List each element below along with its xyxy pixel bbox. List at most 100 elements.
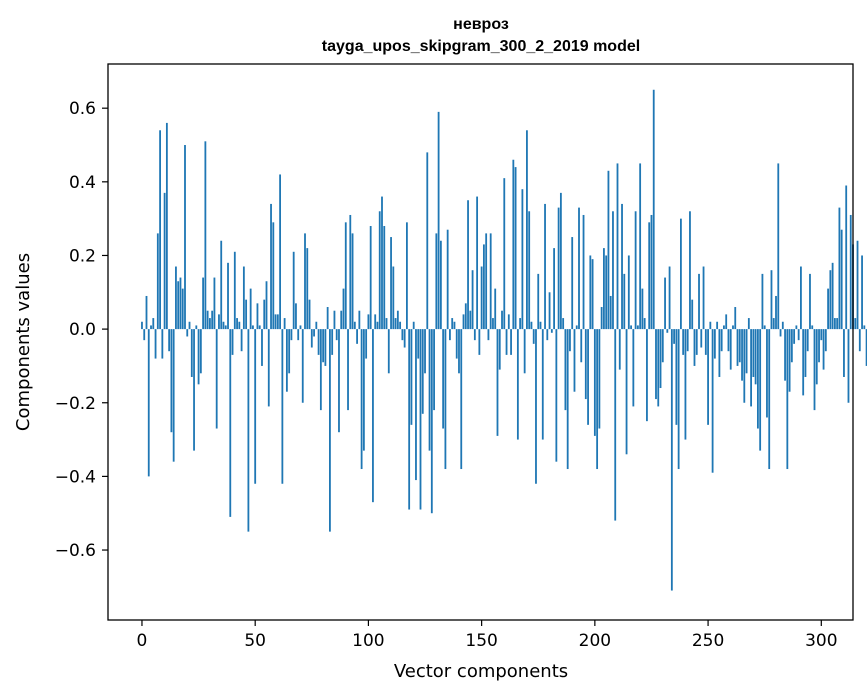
- bar: [820, 329, 823, 341]
- bar: [621, 203, 623, 330]
- bar: [460, 329, 463, 470]
- bar: [338, 329, 340, 433]
- bar: [711, 329, 714, 473]
- bar: [360, 329, 363, 470]
- bar: [333, 310, 336, 330]
- bar: [480, 266, 483, 330]
- bar: [643, 318, 646, 330]
- bar: [686, 329, 689, 352]
- bar: [240, 329, 243, 352]
- bar: [756, 329, 759, 429]
- bar: [775, 295, 777, 330]
- bar: [276, 314, 279, 330]
- bar: [612, 211, 614, 330]
- bar: [646, 329, 648, 422]
- bar: [279, 174, 281, 330]
- bar: [184, 145, 186, 330]
- bar: [865, 329, 867, 366]
- bar: [684, 329, 687, 440]
- bar: [781, 321, 784, 330]
- bar: [186, 329, 189, 337]
- bar: [550, 329, 553, 333]
- bar: [487, 329, 490, 341]
- bar: [428, 329, 431, 451]
- bar: [702, 266, 705, 330]
- bar: [659, 329, 662, 389]
- bar: [625, 329, 628, 455]
- bar: [444, 329, 447, 470]
- bar: [195, 325, 198, 330]
- bar: [462, 314, 465, 330]
- bar: [573, 329, 576, 392]
- bar: [723, 325, 725, 330]
- bar: [827, 288, 829, 330]
- bar: [199, 329, 202, 374]
- bar: [526, 130, 528, 330]
- bar: [736, 329, 739, 366]
- bar: [512, 159, 515, 330]
- bar: [818, 329, 820, 363]
- bar: [630, 325, 632, 330]
- bar: [249, 288, 252, 330]
- bar: [709, 321, 712, 330]
- bar: [455, 329, 458, 359]
- bar: [290, 329, 293, 341]
- bar: [218, 314, 220, 330]
- bar: [211, 310, 214, 330]
- bar: [247, 329, 250, 532]
- bar: [485, 233, 488, 330]
- bar: [564, 329, 567, 411]
- bar: [693, 329, 696, 366]
- bar: [677, 329, 680, 470]
- bar: [433, 329, 435, 411]
- y-axis-label: Components values: [13, 253, 34, 431]
- bar: [695, 329, 698, 355]
- bar: [680, 218, 682, 330]
- bar: [501, 310, 503, 330]
- bar: [614, 329, 617, 521]
- bar: [587, 329, 589, 425]
- bar: [741, 329, 743, 381]
- plot-frame: [107, 63, 854, 621]
- bar: [843, 329, 845, 377]
- bar: [650, 214, 653, 330]
- bar: [713, 329, 716, 359]
- bar: [285, 329, 288, 392]
- bar: [356, 329, 358, 344]
- bar: [498, 329, 501, 370]
- bar: [471, 270, 474, 330]
- bar: [593, 329, 596, 436]
- bar: [720, 329, 723, 352]
- bar: [141, 321, 143, 330]
- bar: [815, 329, 818, 385]
- bar: [836, 318, 839, 330]
- bar: [661, 329, 664, 363]
- bar: [358, 310, 361, 330]
- y-axis-ticks: −0.6 −0.4 −0.2 0.0 0.2 0.4 0.6: [55, 99, 108, 561]
- bar: [292, 251, 295, 330]
- x-tick-label: 250: [692, 631, 724, 651]
- bar: [403, 329, 406, 348]
- bar: [215, 329, 218, 429]
- x-tick-label: 50: [244, 631, 266, 651]
- bar: [442, 329, 445, 429]
- bar: [396, 310, 399, 330]
- bar: [578, 207, 580, 330]
- bar: [150, 325, 152, 330]
- bar: [165, 122, 168, 330]
- bar: [548, 292, 551, 330]
- bar: [308, 299, 311, 330]
- bar: [840, 229, 843, 330]
- bar-series: [141, 89, 867, 591]
- x-tick-label: 100: [352, 631, 384, 651]
- bar: [584, 329, 587, 400]
- bar: [353, 321, 356, 330]
- bar: [811, 325, 814, 330]
- bar: [233, 251, 236, 330]
- x-tick-label: 0: [137, 631, 148, 651]
- bar: [729, 329, 732, 370]
- bar: [553, 248, 555, 330]
- bar: [188, 321, 191, 330]
- bar: [861, 255, 863, 330]
- bar: [698, 273, 700, 330]
